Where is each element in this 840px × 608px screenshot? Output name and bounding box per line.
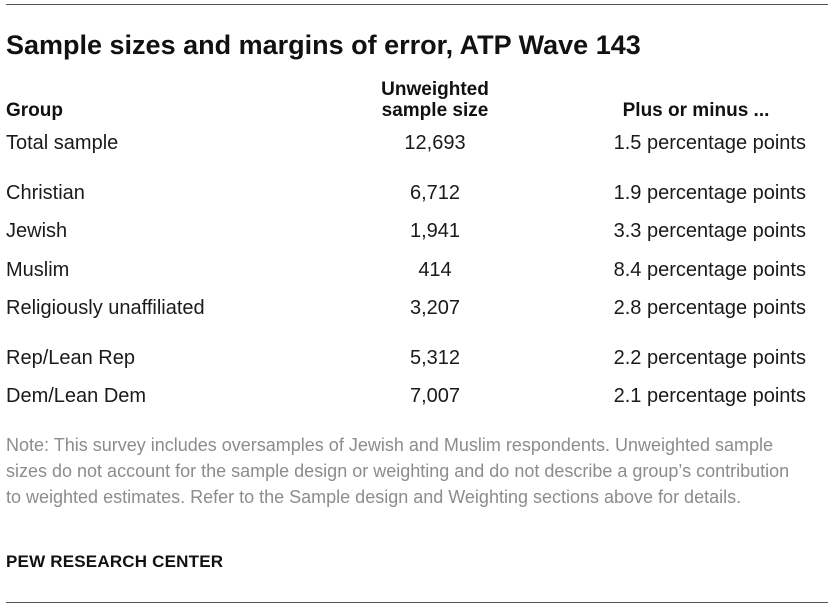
row-group: Rep/Lean Rep — [6, 347, 135, 369]
row-group: Christian — [6, 182, 85, 204]
source-credit: PEW RESEARCH CENTER — [6, 552, 224, 571]
table-row: Jewish 1,941 3.3 percentage points — [0, 216, 840, 246]
column-header-group: Group — [6, 100, 63, 121]
row-sample-size: 6,712 — [409, 182, 461, 204]
row-sample-size: 3,207 — [409, 297, 461, 319]
row-group: Total sample — [6, 132, 119, 154]
row-sample-size: 12,693 — [404, 132, 466, 154]
table-row: Religiously unaffiliated 3,207 2.8 perce… — [0, 293, 840, 323]
row-margin-of-error: 1.9 percentage points — [613, 182, 806, 204]
row-margin-of-error: 2.1 percentage points — [613, 385, 806, 407]
table-row: Dem/Lean Dem 7,007 2.1 percentage points — [0, 381, 840, 411]
top-rule — [6, 4, 828, 5]
table-row: Muslim 414 8.4 percentage points — [0, 255, 840, 285]
row-margin-of-error: 2.8 percentage points — [613, 297, 806, 319]
column-header-sample-size-line1: Unweighted — [381, 79, 489, 100]
row-group: Dem/Lean Dem — [6, 385, 147, 407]
row-sample-size: 1,941 — [409, 220, 461, 242]
row-margin-of-error: 2.2 percentage points — [613, 347, 806, 369]
row-sample-size: 5,312 — [409, 347, 461, 369]
table-title: Sample sizes and margins of error, ATP W… — [6, 30, 641, 60]
table-row: Rep/Lean Rep 5,312 2.2 percentage points — [0, 343, 840, 373]
column-header-sample-size: Unweighted sample size — [355, 79, 515, 121]
row-margin-of-error: 8.4 percentage points — [613, 259, 806, 281]
column-header-sample-size-line2: sample size — [381, 100, 489, 121]
row-sample-size: 414 — [418, 259, 452, 281]
row-group: Religiously unaffiliated — [6, 297, 205, 319]
footnote: Note: This survey includes oversamples o… — [6, 435, 790, 507]
row-margin-of-error: 1.5 percentage points — [613, 132, 806, 154]
table-row: Total sample 12,693 1.5 percentage point… — [0, 128, 840, 158]
row-sample-size: 7,007 — [409, 385, 461, 407]
bottom-rule — [6, 602, 828, 603]
row-margin-of-error: 3.3 percentage points — [613, 220, 806, 242]
column-header-margin-of-error: Plus or minus ... — [622, 100, 770, 121]
row-group: Muslim — [6, 259, 70, 281]
row-group: Jewish — [6, 220, 68, 242]
table-row: Christian 6,712 1.9 percentage points — [0, 178, 840, 208]
